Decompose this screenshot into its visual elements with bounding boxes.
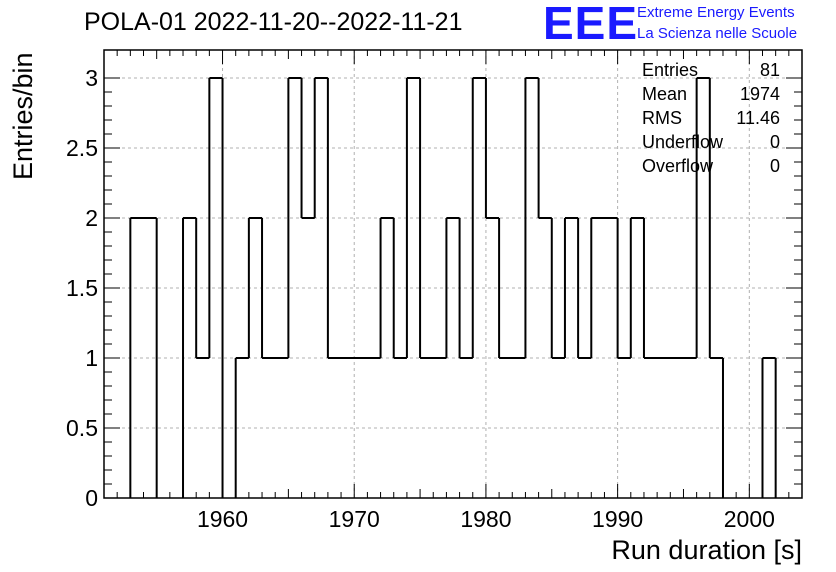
stats-label: Overflow: [642, 156, 714, 176]
stats-row-overflow: Overflow 0: [642, 154, 780, 178]
y-tick-label: 1: [85, 345, 98, 371]
x-axis-label: Run duration [s]: [611, 535, 802, 565]
stats-label: Entries: [642, 60, 699, 80]
y-tick-label: 2: [85, 205, 98, 231]
x-tick-label: 1960: [197, 506, 248, 532]
stats-value: 81: [759, 60, 780, 80]
x-axis-ticks: 1960 1970 1980 1990 2000: [103, 50, 803, 532]
x-tick-label: 2000: [724, 506, 775, 532]
stats-value: 1974: [739, 84, 780, 104]
stats-label: Underflow: [642, 132, 724, 152]
y-axis-ticks: 0 0.5 1 1.5 2 2.5 3: [66, 65, 802, 511]
stats-row-underflow: Underflow 0: [642, 130, 780, 154]
y-tick-label: 0: [85, 485, 98, 511]
logo-line-2: La Scienza nelle Scuole: [637, 25, 798, 42]
histogram-bin: [486, 218, 499, 498]
y-axis-label: Entries/bin: [8, 52, 38, 180]
stats-row-entries: Entries 81: [642, 58, 780, 82]
y-tick-label: 0.5: [66, 415, 98, 441]
logo-line-1: Extreme Energy Events: [637, 4, 795, 21]
stats-label: Mean: [642, 84, 688, 104]
histogram-outline: [129, 77, 777, 498]
stats-row-mean: Mean 1974: [642, 82, 780, 106]
stats-label: RMS: [642, 108, 682, 128]
x-tick-label: 1970: [329, 506, 380, 532]
eee-logo: EEE: [543, 0, 639, 49]
y-tick-label: 3: [85, 65, 98, 91]
x-tick-label: 1980: [460, 506, 511, 532]
stats-value: 0: [769, 156, 780, 176]
stats-box: Entries 81 Mean 1974 RMS 11.46 Underflow 0 O…: [642, 58, 780, 178]
histogram-bars: [129, 77, 777, 498]
x-tick-label: 1990: [592, 506, 643, 532]
stats-value: 0: [769, 132, 780, 152]
chart-title: POLA-01 2022-11-20--2022-11-21: [84, 8, 463, 36]
stats-row-rms: RMS 11.46: [642, 106, 780, 130]
stats-value: 11.46: [736, 108, 780, 128]
y-tick-label: 1.5: [66, 275, 98, 301]
y-tick-label: 2.5: [66, 135, 98, 161]
